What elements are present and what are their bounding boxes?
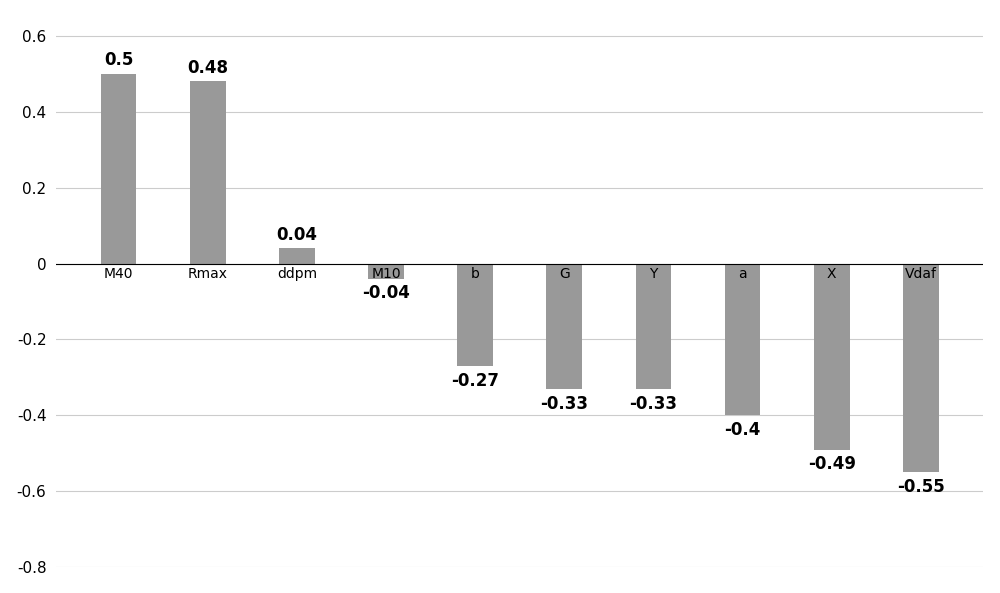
Text: a: a xyxy=(738,267,747,281)
Bar xyxy=(101,74,136,263)
Text: X: X xyxy=(827,267,837,281)
Bar xyxy=(636,263,671,389)
Text: -0.04: -0.04 xyxy=(362,285,410,302)
Text: -0.4: -0.4 xyxy=(724,421,761,439)
Text: -0.27: -0.27 xyxy=(451,372,499,390)
Text: Vdaf: Vdaf xyxy=(905,267,937,281)
Text: 0.04: 0.04 xyxy=(276,226,317,244)
Text: M10: M10 xyxy=(371,267,401,281)
Text: Rmax: Rmax xyxy=(188,267,228,281)
Text: -0.33: -0.33 xyxy=(629,394,677,413)
Bar xyxy=(903,263,939,473)
Text: Y: Y xyxy=(649,267,658,281)
Text: b: b xyxy=(471,267,480,281)
Text: -0.33: -0.33 xyxy=(540,394,588,413)
Text: G: G xyxy=(559,267,570,281)
Bar xyxy=(190,81,226,263)
Text: 0.5: 0.5 xyxy=(104,51,133,69)
Text: M40: M40 xyxy=(104,267,133,281)
Text: 0.48: 0.48 xyxy=(187,59,228,76)
Text: -0.49: -0.49 xyxy=(808,455,856,473)
Bar xyxy=(814,263,850,449)
Bar xyxy=(368,263,404,279)
Bar xyxy=(725,263,760,416)
Text: ddpm: ddpm xyxy=(277,267,317,281)
Text: -0.55: -0.55 xyxy=(897,478,945,496)
Bar xyxy=(279,248,315,263)
Bar xyxy=(546,263,582,389)
Bar xyxy=(457,263,493,366)
